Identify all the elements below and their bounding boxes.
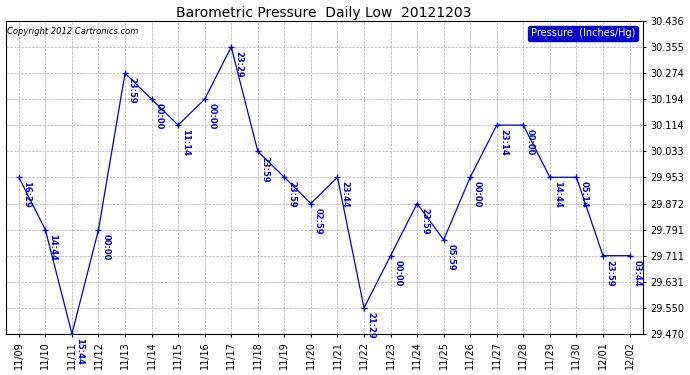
Text: 23:59: 23:59 (287, 182, 296, 208)
Text: 05:59: 05:59 (446, 244, 455, 271)
Text: 00:00: 00:00 (155, 104, 164, 130)
Text: 23:59: 23:59 (128, 77, 137, 104)
Text: 23:44: 23:44 (340, 182, 349, 208)
Text: 14:44: 14:44 (553, 182, 562, 208)
Text: 00:00: 00:00 (526, 129, 535, 156)
Text: 05:14: 05:14 (579, 182, 588, 208)
Text: 23:59: 23:59 (420, 208, 429, 234)
Text: 23:59: 23:59 (606, 260, 615, 286)
Text: 11:14: 11:14 (181, 129, 190, 156)
Text: 15:44: 15:44 (75, 338, 83, 365)
Text: 14:44: 14:44 (48, 234, 57, 261)
Text: 02:59: 02:59 (314, 208, 323, 234)
Text: 00:00: 00:00 (208, 104, 217, 130)
Title: Barometric Pressure  Daily Low  20121203: Barometric Pressure Daily Low 20121203 (177, 6, 472, 20)
Text: 23:29: 23:29 (234, 51, 243, 78)
Text: 23:59: 23:59 (261, 156, 270, 182)
Text: 00:00: 00:00 (393, 260, 402, 286)
Legend: Pressure  (Inches/Hg): Pressure (Inches/Hg) (528, 26, 638, 41)
Text: 00:00: 00:00 (101, 234, 110, 260)
Text: 21:29: 21:29 (367, 312, 376, 339)
Text: 23:14: 23:14 (500, 129, 509, 156)
Text: 16:29: 16:29 (21, 182, 30, 208)
Text: 00:00: 00:00 (473, 182, 482, 208)
Text: 03:44: 03:44 (632, 260, 641, 286)
Text: Copyright 2012 Cartronics.com: Copyright 2012 Cartronics.com (7, 27, 138, 36)
